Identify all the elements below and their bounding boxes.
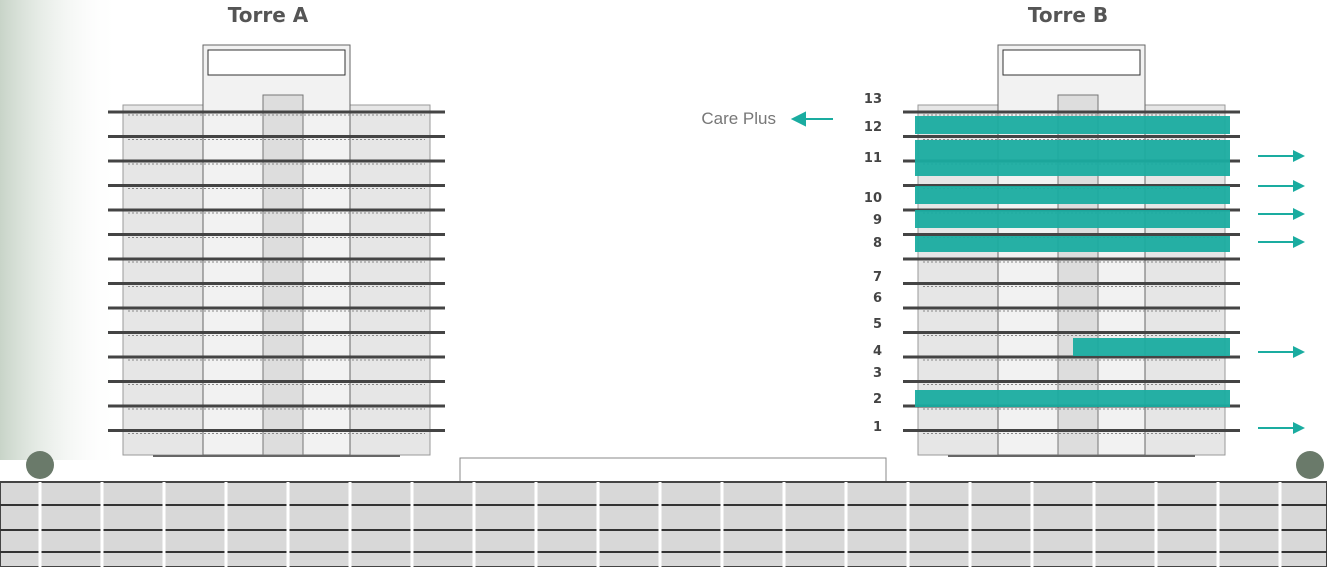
highlight-bar: [915, 186, 1230, 204]
tenant-label: Care Plus: [701, 109, 776, 128]
tower-a: [108, 45, 445, 457]
floor-numbers: 13 12 11 10 9 8 7 6 5 4 3 2 1: [864, 92, 882, 435]
floor-number: 4: [873, 344, 882, 359]
podium: [948, 455, 1195, 457]
arrow-head: [1293, 150, 1305, 162]
floor-number: 10: [864, 191, 882, 206]
tree: [1296, 451, 1324, 479]
arrow: [793, 113, 833, 125]
highlight-bar: [915, 210, 1230, 228]
arrow-head: [1293, 346, 1305, 358]
floor-number: 1: [873, 420, 882, 435]
highlight-bar: [915, 116, 1230, 134]
tower-title: Torre A: [228, 3, 309, 27]
floor-number: 9: [873, 213, 882, 228]
floor-number: 7: [873, 270, 882, 285]
floor-number: 2: [873, 392, 882, 407]
floor-number: 8: [873, 236, 882, 251]
garage: [0, 451, 1327, 567]
arrow-head: [1293, 422, 1305, 434]
canopy: [460, 458, 886, 482]
arrow-head: [1293, 236, 1305, 248]
highlight-bar: [1073, 338, 1230, 356]
elevator: [263, 95, 303, 455]
floor-number: 11: [864, 151, 882, 166]
roof-box: [208, 50, 345, 75]
podium: [153, 455, 400, 457]
tree: [26, 451, 54, 479]
highlight-bar: [915, 236, 1230, 252]
floor-number: 5: [873, 317, 882, 332]
floor-number: 12: [864, 120, 882, 135]
floor-number: 13: [864, 92, 882, 107]
highlight-bar: [915, 390, 1230, 407]
floor-number: 6: [873, 291, 882, 306]
tower-title: Torre B: [1028, 3, 1108, 27]
background-vegetation: [0, 0, 120, 460]
garage-body: [0, 482, 1327, 567]
section-diagram: Torre A Torre B Care Plus 13121110987654…: [0, 0, 1327, 567]
right-arrows: [1258, 150, 1305, 434]
arrow-head: [1293, 208, 1305, 220]
floor-number: 3: [873, 366, 882, 381]
highlight-bar: [915, 140, 1230, 176]
arrow-head: [1293, 180, 1305, 192]
roof-box: [1003, 50, 1140, 75]
